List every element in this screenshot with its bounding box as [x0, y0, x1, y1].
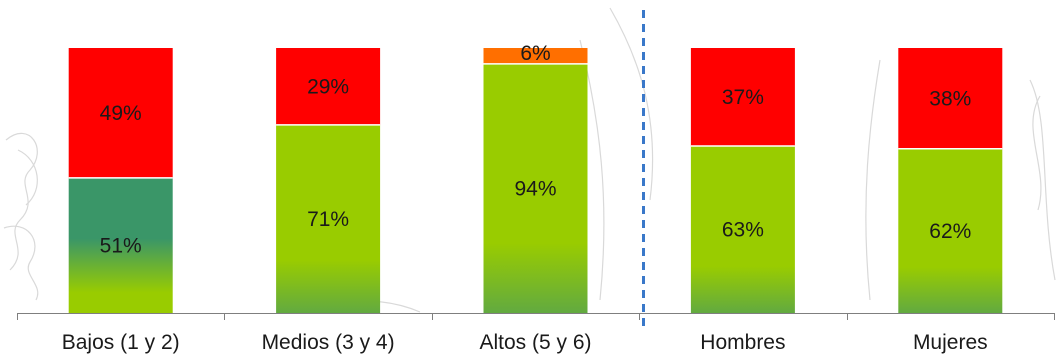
bar-segment-top: [690, 48, 795, 147]
value-label-bottom: 94%: [514, 177, 556, 200]
value-label-top: 29%: [307, 75, 349, 98]
bar-segment-bottom: [276, 124, 381, 313]
value-label-top: 49%: [100, 102, 142, 125]
bar-segment-bottom: [483, 63, 588, 314]
bar-segment-top: [483, 48, 588, 64]
value-label-top: 38%: [929, 87, 971, 110]
value-label-bottom: 62%: [929, 220, 971, 243]
value-labels-layer: 51% 49% 71% 29% 94% 6% 63% 37% 62% 38%: [100, 42, 972, 257]
category-label: Medios (3 y 4): [262, 331, 395, 354]
bar-segment-top: [898, 48, 1003, 149]
category-label: Bajos (1 y 2): [62, 331, 180, 354]
category-label: Altos (5 y 6): [479, 331, 591, 354]
bar-segment-bottom: [898, 148, 1003, 313]
value-label-top: 37%: [722, 86, 764, 109]
value-label-top: 6%: [520, 42, 550, 65]
bars-layer: [68, 48, 1003, 314]
x-axis: [17, 313, 1055, 320]
category-label: Mujeres: [913, 331, 988, 354]
bar-segment-bottom: [690, 146, 795, 313]
bar-segment-top: [276, 48, 381, 125]
category-labels-layer: Bajos (1 y 2) Medios (3 y 4) Altos (5 y 6)…: [62, 331, 988, 354]
value-label-bottom: 63%: [722, 219, 764, 242]
bar-segment-top: [68, 48, 173, 178]
bar-segment-bottom: [68, 177, 173, 313]
value-label-bottom: 71%: [307, 208, 349, 231]
category-label: Hombres: [700, 331, 785, 354]
value-label-bottom: 51%: [100, 234, 142, 257]
